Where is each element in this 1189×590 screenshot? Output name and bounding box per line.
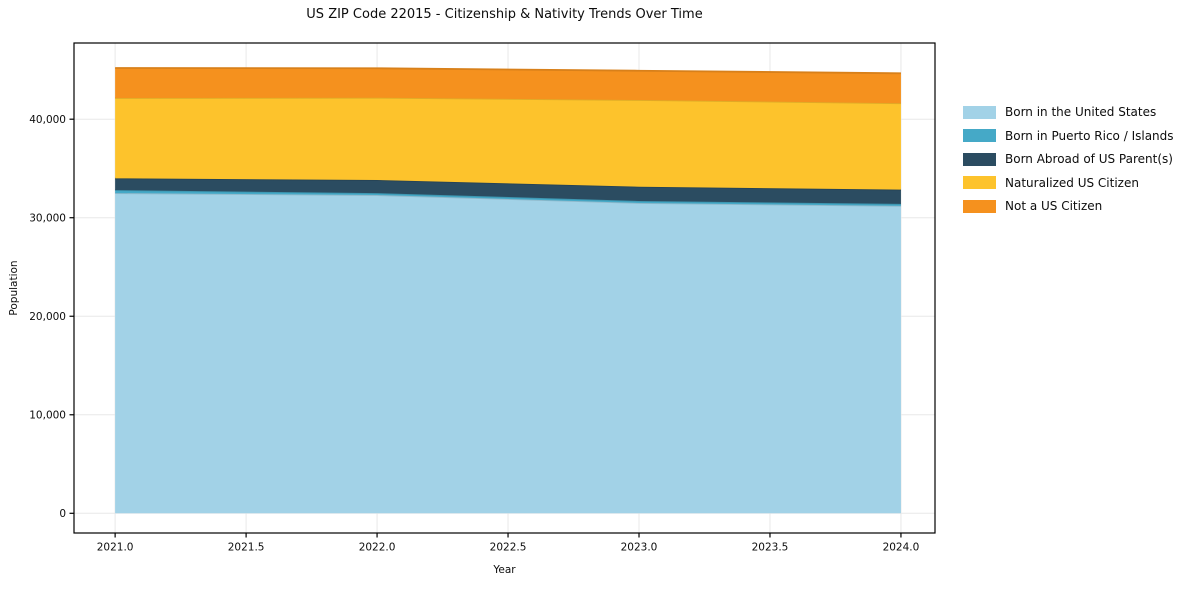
area-series [115, 97, 901, 190]
y-tick-label: 0 [59, 508, 66, 520]
legend-item: Born in the United States [963, 104, 1174, 120]
x-tick-label: 2024.0 [883, 542, 920, 554]
legend-swatch [963, 152, 996, 166]
legend-swatch [963, 176, 996, 189]
legend-label: Naturalized US Citizen [1005, 175, 1139, 190]
legend-swatch [963, 105, 996, 119]
legend-label: Not a US Citizen [1005, 199, 1103, 213]
legend-swatch [963, 129, 996, 142]
y-tick-label: 40,000 [29, 114, 66, 126]
axes-spines [73, 42, 936, 534]
x-tick-label: 2021.5 [228, 542, 265, 554]
area-top-edge [115, 189, 901, 205]
chart-title: US ZIP Code 22015 - Citizenship & Nativi… [306, 7, 703, 22]
x-axis: 2021.0 2021.5 2022.0 2022.5 2023.0 2023.5 2024… [97, 533, 920, 554]
legend-item: Born Abroad of US Parent(s) [963, 151, 1174, 167]
legend-label: Born in Puerto Rico / Islands [1005, 128, 1174, 143]
area-top-edge [115, 96, 901, 105]
area-top-edge [115, 192, 901, 207]
legend-label: Born Abroad of US Parent(s) [1005, 152, 1173, 166]
legend-item: Naturalized US Citizen [963, 175, 1174, 191]
y-axis-label: Population [8, 260, 20, 316]
legend-item: Born in Puerto Rico / Islands [963, 128, 1174, 144]
x-axis-label: Year [493, 564, 516, 576]
y-tick-label: 10,000 [29, 409, 66, 421]
x-tick-label: 2023.0 [621, 542, 658, 554]
y-axis: 0 10,000 20,000 30,000 40,000 [29, 114, 74, 520]
stacked-areas [115, 67, 901, 514]
legend-swatch [963, 199, 996, 213]
area-series [115, 67, 901, 104]
y-tick-label: 30,000 [29, 212, 66, 224]
x-tick-label: 2023.5 [752, 542, 789, 554]
area-top-edge [115, 67, 901, 75]
x-tick-label: 2022.5 [490, 542, 527, 554]
legend: Born in the United States Born in Puerto … [963, 104, 1174, 222]
y-tick-label: 20,000 [29, 311, 66, 323]
area-series [115, 178, 901, 204]
legend-item: Not a US Citizen [963, 198, 1174, 214]
legend-label: Born in the United States [1005, 105, 1157, 119]
area-series [115, 193, 901, 514]
x-tick-label: 2022.0 [359, 542, 396, 554]
x-tick-label: 2021.0 [97, 542, 134, 554]
